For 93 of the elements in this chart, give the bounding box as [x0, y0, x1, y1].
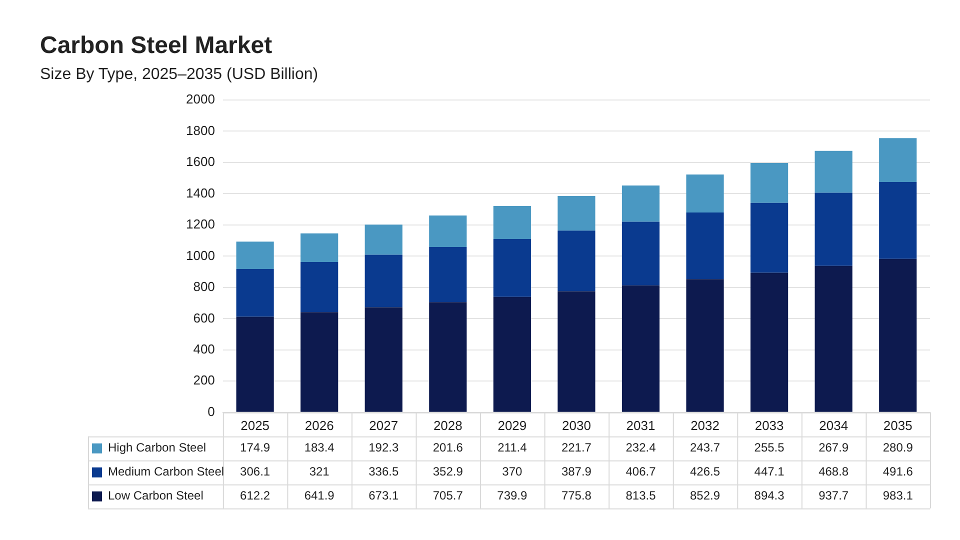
bar	[493, 239, 531, 297]
data-label: 813.5	[626, 488, 656, 503]
x-tick-label: 2026	[304, 418, 334, 433]
data-label: 775.8	[561, 488, 592, 503]
data-label: 406.7	[626, 464, 656, 479]
y-tick-label: 2000	[186, 92, 215, 107]
bar	[879, 182, 917, 259]
y-tick-label: 400	[193, 342, 215, 356]
bar	[622, 186, 660, 222]
x-tick-label: 2030	[562, 418, 591, 433]
bar	[686, 212, 724, 280]
bar	[429, 247, 467, 302]
data-label: 370	[502, 464, 523, 479]
bar	[429, 302, 467, 412]
data-label: 983.1	[882, 488, 914, 503]
bar	[879, 258, 917, 412]
x-tick-label: 2028	[433, 418, 462, 433]
data-label: 267.9	[818, 440, 849, 455]
bar	[236, 242, 274, 269]
bar	[686, 279, 724, 412]
data-label: 336.5	[368, 464, 399, 479]
chart-subtitle: Size By Type, 2025–2035 (USD Billion)	[40, 66, 318, 84]
x-tick-label: 2027	[369, 418, 398, 433]
x-tick-label: 2029	[498, 418, 527, 433]
legend-label: Medium Carbon Steel	[108, 464, 224, 479]
legend-label: High Carbon Steel	[108, 440, 206, 455]
bar	[493, 206, 531, 240]
data-label: 221.7	[561, 440, 592, 455]
y-tick-label: 800	[193, 279, 215, 294]
data-label: 211.4	[498, 440, 528, 455]
bar	[300, 312, 338, 412]
data-label: 201.6	[432, 440, 464, 455]
data-label: 174.9	[240, 440, 270, 455]
data-label: 612.2	[240, 488, 270, 503]
bar	[429, 216, 467, 248]
y-tick-label: 1400	[186, 185, 215, 200]
bar	[814, 266, 852, 412]
data-label: 321	[309, 464, 330, 479]
data-label: 243.7	[690, 440, 720, 455]
y-tick-label: 200	[193, 372, 215, 388]
bar	[686, 174, 724, 213]
data-label: 232.4	[626, 440, 656, 455]
bar	[622, 222, 660, 286]
bar	[622, 285, 660, 412]
x-tick-label: 2034	[819, 418, 848, 433]
bar	[364, 307, 402, 412]
x-tick-label: 2033	[754, 418, 784, 433]
y-tick-label: 1200	[186, 216, 215, 232]
x-tick-label: 2025	[240, 418, 270, 433]
y-tick-label: 600	[193, 310, 215, 326]
data-label: 387.9	[561, 464, 592, 479]
bar	[750, 272, 788, 412]
data-label: 491.6	[882, 464, 914, 479]
data-label: 673.1	[368, 488, 399, 503]
x-tick-label: 2035	[883, 418, 912, 433]
data-label: 447.1	[754, 464, 785, 479]
data-label: 352.9	[432, 464, 464, 479]
bar	[236, 268, 274, 317]
y-tick-label: 1000	[186, 248, 215, 263]
data-label: 306.1	[240, 464, 270, 479]
data-label: 894.3	[754, 488, 785, 503]
bar	[300, 262, 338, 312]
y-tick-label: 0	[208, 404, 215, 419]
data-label: 280.9	[882, 440, 914, 455]
y-tick-label: 1800	[186, 122, 215, 138]
data-label: 705.7	[432, 488, 464, 503]
data-label: 183.4	[304, 440, 335, 455]
data-label: 255.5	[754, 440, 785, 455]
bar	[558, 196, 596, 231]
data-label: 426.5	[690, 464, 720, 479]
bar	[558, 291, 596, 412]
bar	[364, 224, 402, 255]
x-tick-label: 2031	[626, 418, 656, 433]
data-label: 937.7	[818, 488, 849, 503]
bar	[814, 150, 852, 193]
data-label: 192.3	[368, 440, 399, 455]
bar	[300, 233, 338, 262]
bar	[364, 254, 402, 308]
data-label: 852.9	[690, 488, 720, 503]
bar	[493, 296, 531, 412]
legend-label: Low Carbon Steel	[108, 488, 204, 503]
y-tick-label: 1600	[186, 154, 215, 170]
chart-title: Carbon Steel Market	[40, 32, 272, 60]
data-label: 468.8	[818, 464, 849, 479]
bar	[750, 162, 788, 203]
bar	[814, 192, 852, 266]
bar	[879, 138, 917, 182]
bar	[750, 202, 788, 273]
x-tick-label: 2032	[690, 418, 720, 433]
data-label: 641.9	[304, 488, 335, 503]
data-label: 739.9	[497, 488, 528, 503]
bar	[558, 230, 596, 292]
bar	[236, 316, 274, 412]
